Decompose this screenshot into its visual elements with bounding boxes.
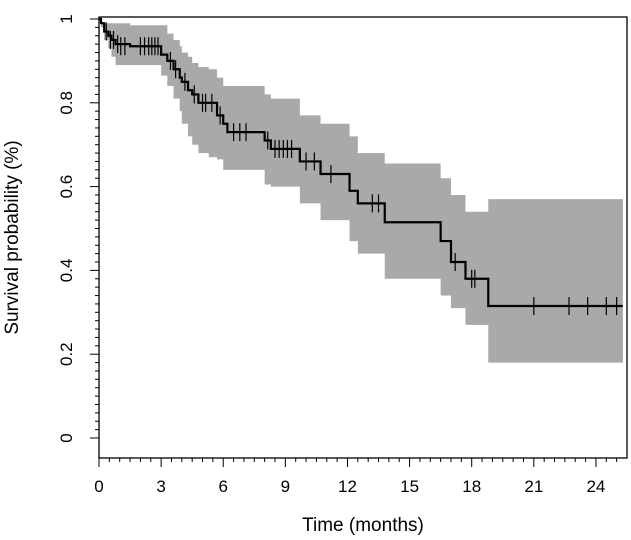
x-tick-label: 6 <box>219 477 228 496</box>
x-axis-label: Time (months) <box>302 515 424 536</box>
x-tick-label: 21 <box>524 477 543 496</box>
x-tick-label: 24 <box>586 477 605 496</box>
y-tick-label: 0.8 <box>57 91 76 115</box>
survival-curve <box>99 17 623 308</box>
y-tick-label: 0 <box>57 433 76 442</box>
x-tick-label: 12 <box>338 477 357 496</box>
x-axis: 0 3 6 9 12 15 18 21 24 <box>94 458 618 496</box>
confidence-band-layer <box>99 19 623 363</box>
x-tick-label: 15 <box>400 477 419 496</box>
survival-curve-layer <box>99 17 623 308</box>
censor-marks-layer <box>105 22 618 316</box>
x-tick-label: 18 <box>462 477 481 496</box>
confidence-band <box>99 19 623 363</box>
y-tick-label: 0.4 <box>57 259 76 283</box>
x-tick-label: 0 <box>94 477 103 496</box>
y-axis: 0 0.2 0.4 0.6 0.8 1 <box>57 14 99 443</box>
y-tick-label: 0.2 <box>57 342 76 366</box>
x-tick-label: 3 <box>156 477 165 496</box>
plot-frame <box>98 16 628 459</box>
y-axis-label: Survival probability (%) <box>2 140 23 334</box>
x-tick-label: 9 <box>281 477 290 496</box>
y-tick-label: 0.6 <box>57 175 76 199</box>
y-tick-label: 1 <box>57 14 76 23</box>
